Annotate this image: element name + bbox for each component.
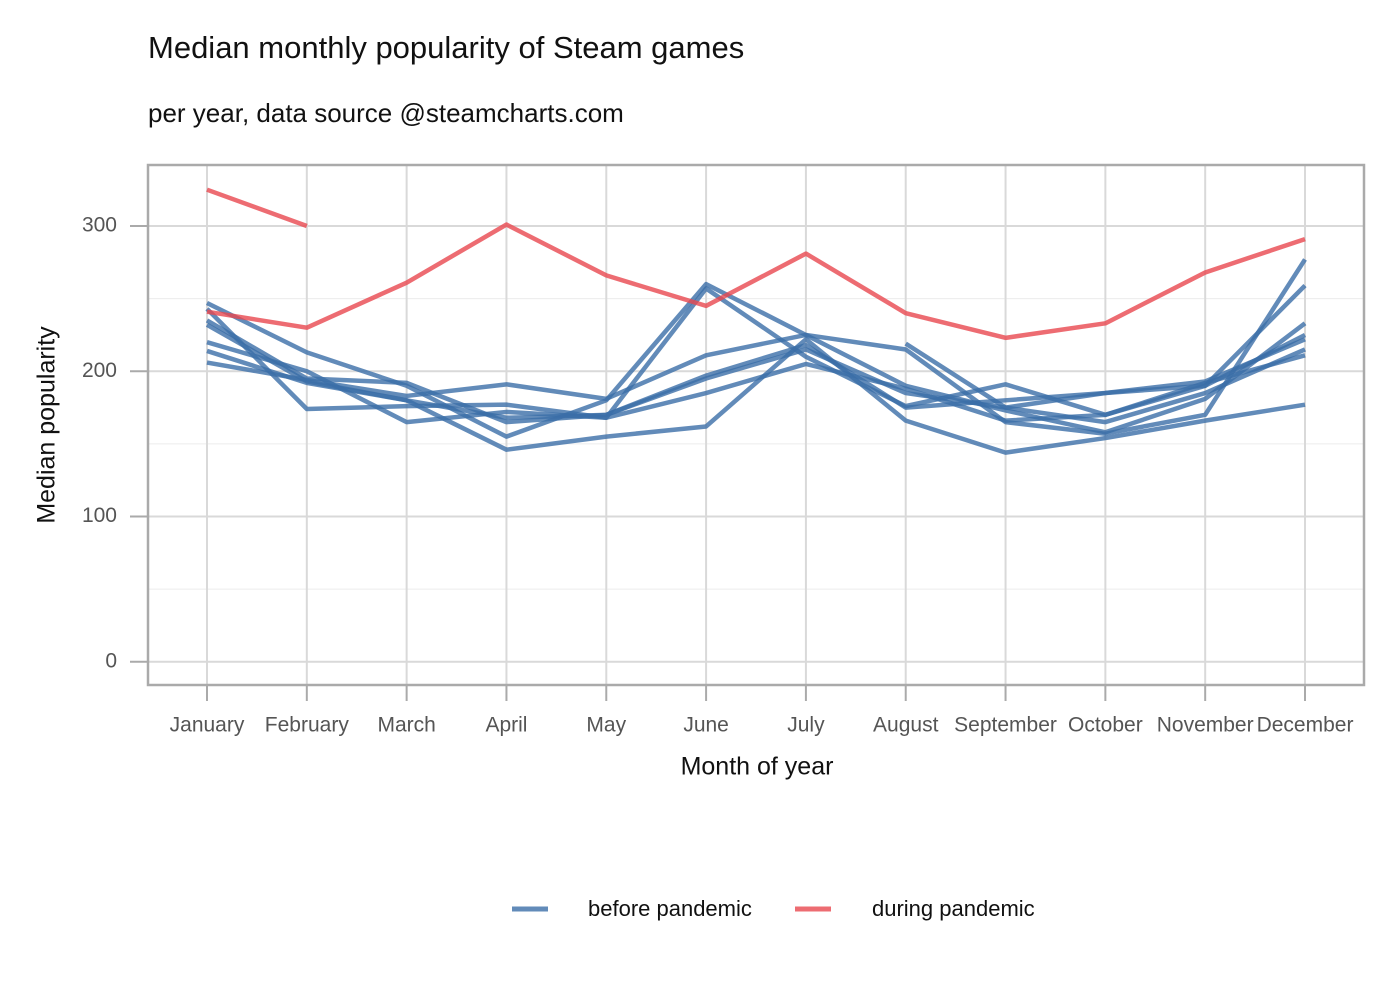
y-tick-label: 300 [82, 214, 117, 237]
series-line [206, 222, 1306, 341]
chart-title: Median monthly popularity of Steam games [148, 30, 744, 65]
x-tick-label: April [485, 714, 527, 737]
x-tick-label: January [170, 714, 245, 737]
legend-label: before pandemic [588, 896, 752, 921]
x-tick-label: August [873, 714, 939, 737]
series-line [904, 332, 1307, 410]
y-tick-label: 200 [82, 359, 117, 382]
panel-border [146, 163, 1366, 687]
x-tick-label: February [265, 714, 350, 737]
series-line [206, 340, 1306, 425]
x-tick-label: November [1157, 714, 1254, 737]
x-tick-label: March [377, 714, 435, 737]
y-axis-label: Median popularity [33, 326, 61, 524]
x-tick-label: December [1257, 714, 1354, 737]
series-line [206, 321, 1307, 435]
x-tick-label: September [954, 714, 1057, 737]
x-tick-label: October [1068, 714, 1143, 737]
chart-subtitle: per year, data source @steamcharts.com [148, 98, 624, 128]
x-tick-label: May [586, 714, 626, 737]
series-line [205, 318, 1306, 425]
x-tick-label: June [683, 714, 729, 737]
legend-label: during pandemic [872, 896, 1035, 921]
series-line [206, 187, 308, 229]
y-tick-label: 100 [82, 504, 117, 527]
y-tick-label: 0 [105, 649, 117, 672]
x-axis-label: Month of year [681, 753, 834, 781]
x-tick-label: July [787, 714, 825, 737]
